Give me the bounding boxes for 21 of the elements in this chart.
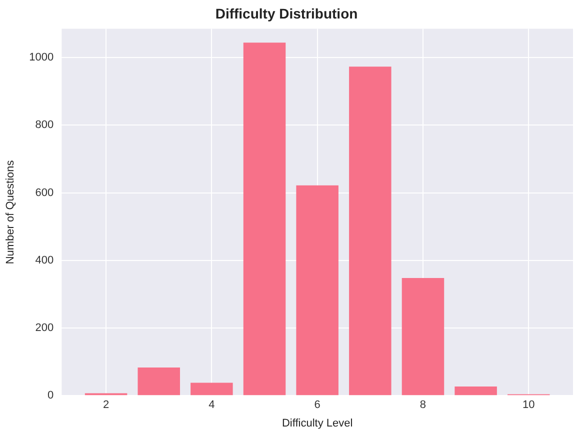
bar [454,386,497,396]
bar [138,368,180,396]
y-tick-label: 200 [35,322,54,334]
y-tick-label: 400 [35,254,54,266]
x-tick-label: 4 [208,399,215,412]
x-tick-label: 10 [522,399,535,412]
y-tick-label: 800 [35,119,54,132]
y-tick-label: 0 [48,390,54,402]
y-tick-label: 1000 [29,52,54,64]
x-tick-label: 8 [420,399,426,412]
x-axis-title: Difficulty Level [282,417,353,430]
x-tick-label: 6 [314,399,320,412]
y-axis-title: Number of Questions [4,160,17,264]
bar [402,278,444,396]
x-tick-label: 2 [102,399,110,412]
bar [296,185,338,396]
bar [243,42,286,396]
chart-title: Difficulty Distribution [215,5,358,22]
bar [349,66,392,396]
bar [190,382,233,396]
y-tick-label: 600 [35,186,54,199]
